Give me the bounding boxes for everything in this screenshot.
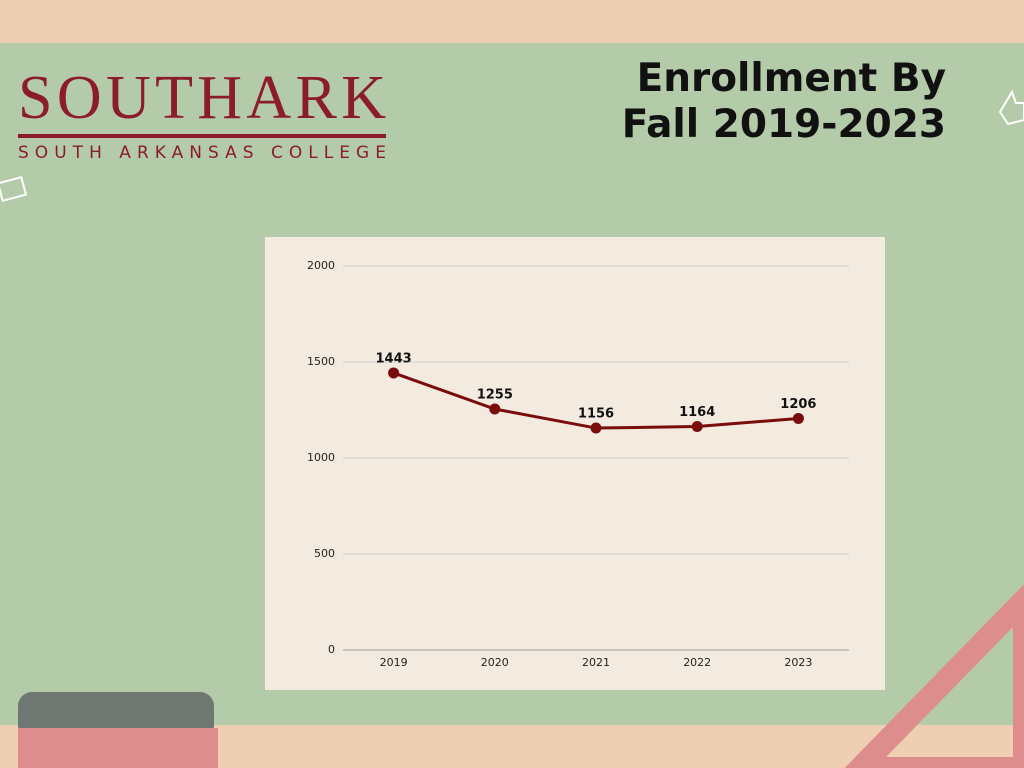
value-label: 1206 bbox=[780, 397, 816, 412]
x-tick-label: 2020 bbox=[481, 656, 509, 669]
plot: 0 500 1000 1500 2000 2019 2020 2021 2022 2023 1443… bbox=[307, 259, 849, 669]
logo-name: SOUTHARK bbox=[18, 64, 386, 132]
top-band bbox=[0, 0, 1024, 43]
star-doodle bbox=[998, 89, 1024, 126]
point bbox=[388, 367, 400, 379]
point bbox=[792, 412, 804, 424]
eraser-base bbox=[18, 728, 218, 768]
y-tick-label: 0 bbox=[328, 643, 335, 656]
ruler-triangle bbox=[844, 584, 1024, 768]
doodle bbox=[0, 175, 28, 203]
value-label: 1164 bbox=[679, 405, 715, 420]
point bbox=[691, 421, 703, 433]
y-tick-label: 2000 bbox=[307, 259, 335, 272]
point bbox=[489, 403, 501, 415]
y-tick-label: 500 bbox=[314, 547, 335, 560]
x-tick-label: 2021 bbox=[582, 656, 610, 669]
chart-panel bbox=[265, 237, 885, 690]
value-label: 1156 bbox=[578, 407, 614, 422]
x-tick-label: 2023 bbox=[784, 656, 812, 669]
point bbox=[590, 422, 602, 434]
chart-title: Enrollment By Fall 2019-2023 bbox=[621, 56, 946, 147]
x-tick-label: 2022 bbox=[683, 656, 711, 669]
y-tick-label: 1000 bbox=[307, 451, 335, 464]
value-label: 1443 bbox=[376, 351, 412, 366]
logo-tagline: SOUTH ARKANSAS COLLEGE bbox=[18, 143, 386, 163]
y-tick-label: 1500 bbox=[307, 355, 335, 368]
value-label: 1255 bbox=[477, 388, 513, 403]
x-tick-label: 2019 bbox=[380, 656, 408, 669]
